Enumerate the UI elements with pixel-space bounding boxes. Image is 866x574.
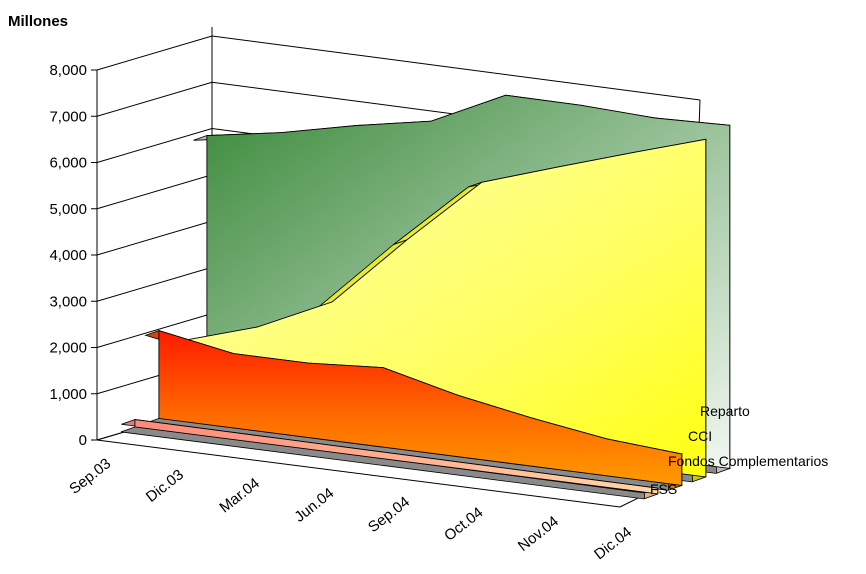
series-fss bbox=[121, 418, 659, 500]
x-tick-label: Oct.04 bbox=[441, 504, 486, 545]
x-tick-label: Dic.04 bbox=[591, 524, 635, 564]
series-area-face bbox=[134, 418, 659, 495]
y-tick-label: 0 bbox=[79, 432, 87, 449]
x-tick-label: Mar.04 bbox=[216, 475, 263, 517]
x-tick-label: Sep.04 bbox=[365, 493, 413, 536]
depth-axis-label: CCI bbox=[688, 428, 712, 444]
depth-axis-label: Fondos Complementarios bbox=[668, 453, 828, 469]
x-tick-label: Dic.03 bbox=[143, 466, 187, 506]
series-layer bbox=[121, 94, 731, 500]
y-axis: 0 1,000 2,000 3,000 4,000 5,000 6,000 7,000 8,00… bbox=[49, 62, 97, 449]
x-tick-label: Jun.04 bbox=[291, 485, 337, 526]
y-tick-label: 2,000 bbox=[49, 340, 87, 357]
series-area-face bbox=[158, 329, 683, 486]
y-axis-title: Millones bbox=[8, 13, 68, 30]
y-tick-label: 5,000 bbox=[49, 201, 87, 218]
depth-axis: Reparto CCI Fondos Complementarios FSS bbox=[650, 403, 828, 497]
depth-axis-label: FSS bbox=[650, 481, 677, 497]
y-tick-label: 8,000 bbox=[49, 62, 87, 79]
gridline bbox=[96, 35, 701, 101]
y-tick-label: 4,000 bbox=[49, 247, 87, 264]
depth-axis-label: Reparto bbox=[700, 403, 750, 419]
series-fondos-complementarios bbox=[144, 329, 684, 491]
x-tick-label: Sep.03 bbox=[66, 455, 114, 498]
y-tick-label: 6,000 bbox=[49, 155, 87, 172]
floor-strip bbox=[120, 426, 659, 500]
y-tick-label: 3,000 bbox=[49, 293, 87, 310]
x-tick-label: Nov.04 bbox=[515, 513, 562, 555]
y-tick-label: 1,000 bbox=[49, 386, 87, 403]
y-tick-label: 7,000 bbox=[49, 108, 87, 125]
